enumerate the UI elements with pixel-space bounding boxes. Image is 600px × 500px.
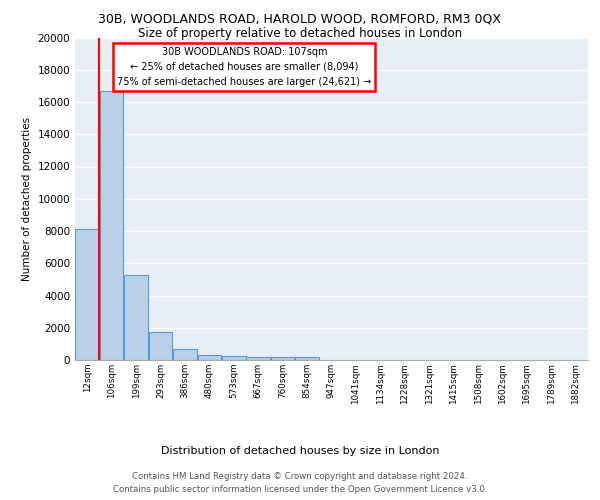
Text: Contains HM Land Registry data © Crown copyright and database right 2024.
Contai: Contains HM Land Registry data © Crown c… <box>113 472 487 494</box>
Bar <box>222 356 245 360</box>
Bar <box>149 332 172 360</box>
Bar <box>76 230 99 360</box>
Text: 30B WOODLANDS ROAD: 107sqm
← 25% of detached houses are smaller (8,094)
75% of s: 30B WOODLANDS ROAD: 107sqm ← 25% of deta… <box>117 47 371 87</box>
Text: 30B, WOODLANDS ROAD, HAROLD WOOD, ROMFORD, RM3 0QX: 30B, WOODLANDS ROAD, HAROLD WOOD, ROMFOR… <box>98 12 502 26</box>
Bar <box>295 358 319 360</box>
Bar <box>271 357 295 360</box>
Bar <box>100 90 124 360</box>
Text: Size of property relative to detached houses in London: Size of property relative to detached ho… <box>138 28 462 40</box>
Text: Distribution of detached houses by size in London: Distribution of detached houses by size … <box>161 446 439 456</box>
Bar <box>247 357 270 360</box>
Bar <box>173 348 197 360</box>
Y-axis label: Number of detached properties: Number of detached properties <box>22 116 32 281</box>
Bar <box>197 355 221 360</box>
Bar <box>124 274 148 360</box>
